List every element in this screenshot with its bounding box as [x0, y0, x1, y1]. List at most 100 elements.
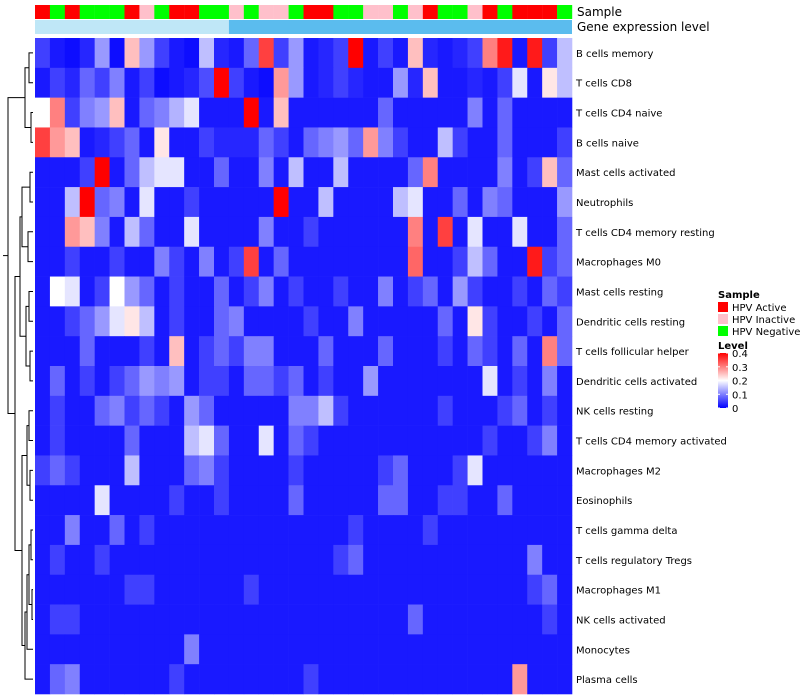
- heatmap-cell: [348, 336, 364, 367]
- heatmap-cell: [109, 306, 125, 337]
- heatmap-cell: [273, 604, 289, 635]
- heatmap-cell: [497, 485, 513, 516]
- heatmap-cell: [318, 544, 334, 576]
- heatmap-cell: [452, 127, 468, 158]
- heatmap-cell: [452, 67, 468, 98]
- heatmap-cell: [482, 544, 498, 576]
- heatmap-cell: [333, 395, 349, 426]
- heatmap-cell: [527, 634, 543, 665]
- heatmap-cell: [79, 157, 95, 188]
- heatmap-cell: [437, 366, 453, 397]
- heatmap-cell: [542, 246, 558, 277]
- heatmap-cell: [542, 67, 558, 98]
- heatmap-cell: [407, 485, 424, 516]
- row-label: Macrophages M2: [576, 466, 661, 477]
- heatmap-cell: [378, 97, 394, 128]
- heatmap-cell: [139, 38, 155, 69]
- heatmap-cell: [184, 97, 200, 128]
- heatmap-cell: [109, 276, 125, 307]
- heatmap-cell: [407, 634, 424, 665]
- heatmap-cell: [79, 485, 95, 516]
- heatmap-cell: [497, 127, 513, 158]
- heatmap-cell: [64, 306, 81, 337]
- heatmap-cell: [79, 246, 95, 277]
- heatmap-cell: [348, 246, 364, 277]
- heatmap-cell: [512, 187, 528, 218]
- heatmap-cell: [199, 515, 215, 546]
- heatmap-cell: [35, 366, 51, 397]
- heatmap-cell: [318, 67, 334, 98]
- heatmap-cell: [482, 366, 498, 397]
- heatmap-cell: [49, 544, 66, 576]
- heatmap-cell: [199, 127, 215, 158]
- heatmap-cell: [348, 485, 364, 516]
- heatmap-cell: [273, 127, 289, 158]
- heatmap-cell: [169, 246, 185, 277]
- sample-cell-23: [378, 5, 394, 19]
- heatmap-cell: [35, 485, 51, 516]
- heatmap-cell: [318, 634, 334, 665]
- heatmap-cell: [467, 664, 483, 695]
- heatmap-cell: [422, 127, 439, 158]
- heatmap-cell: [228, 276, 245, 307]
- heatmap-cell: [452, 455, 468, 486]
- heatmap-cell: [139, 306, 155, 337]
- heatmap-cell: [139, 604, 155, 635]
- heatmap-cell: [557, 216, 573, 248]
- heatmap-cell: [243, 574, 260, 605]
- heatmap-cell: [318, 127, 334, 158]
- heatmap-cell: [407, 216, 424, 248]
- sample-cell-18: [303, 5, 319, 19]
- heatmap-cell: [184, 187, 200, 218]
- heatmap-cell: [527, 276, 543, 307]
- heatmap-cell: [273, 366, 289, 397]
- sample-cell-32: [512, 5, 528, 19]
- heatmap-cell: [393, 276, 409, 307]
- heatmap-cell: [184, 574, 200, 605]
- heatmap-cell: [452, 97, 468, 128]
- heatmap-cell: [318, 246, 334, 277]
- heatmap-cell: [437, 276, 453, 307]
- heatmap-cell: [303, 664, 319, 695]
- heatmap-cell: [437, 664, 453, 695]
- heatmap-cell: [542, 425, 558, 456]
- heatmap-cell: [482, 157, 498, 188]
- heatmap-cell: [407, 425, 424, 456]
- heatmap-cell: [527, 395, 543, 426]
- heatmap-cell: [35, 634, 51, 665]
- heatmap-cell: [422, 216, 439, 248]
- heatmap-cell: [199, 157, 215, 188]
- heatmap-cell: [437, 485, 453, 516]
- heatmap-cell: [452, 366, 468, 397]
- heatmap-cell: [527, 187, 543, 218]
- heatmap-cell: [348, 395, 364, 426]
- heatmap-cell: [378, 187, 394, 218]
- heatmap-cell: [124, 157, 140, 188]
- sample-cell-8: [154, 5, 170, 19]
- heatmap-cell: [243, 67, 260, 98]
- level-tick-label: 0: [732, 404, 738, 415]
- heatmap-cell: [542, 216, 558, 248]
- sample-cell-29: [467, 5, 483, 19]
- heatmap-cell: [512, 216, 528, 248]
- heatmap-cell: [333, 574, 349, 605]
- sample-legend-title: Sample: [718, 290, 760, 301]
- heatmap-cell: [333, 366, 349, 397]
- heatmap-cell: [497, 455, 513, 486]
- heatmap-cell: [214, 515, 230, 546]
- dendrogram-branch: [28, 291, 33, 322]
- heatmap-cell: [154, 127, 170, 158]
- heatmap-cell: [199, 574, 215, 605]
- sample-cell-1: [49, 5, 66, 19]
- heatmap-cell: [273, 216, 289, 248]
- heatmap-cell: [288, 634, 304, 665]
- heatmap-cell: [333, 515, 349, 546]
- heatmap-cell: [214, 664, 230, 695]
- heatmap-cell: [124, 38, 140, 69]
- heatmap-cell: [214, 425, 230, 456]
- heatmap-cell: [482, 574, 498, 605]
- heatmap-cell: [497, 306, 513, 337]
- heatmap-cell: [139, 97, 155, 128]
- heatmap-cell: [228, 157, 245, 188]
- heatmap-cell: [482, 127, 498, 158]
